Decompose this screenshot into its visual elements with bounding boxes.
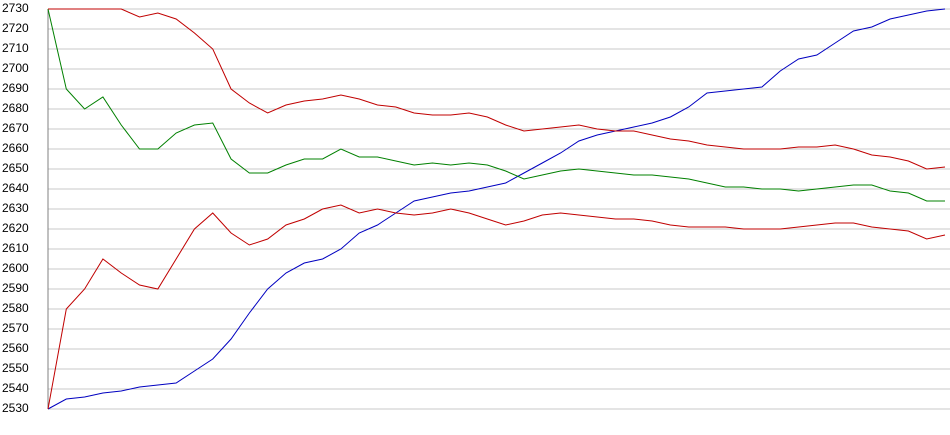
y-tick-label: 2540	[2, 381, 29, 395]
y-tick-label: 2550	[2, 361, 29, 375]
y-tick-label: 2730	[2, 1, 29, 15]
y-tick-label: 2640	[2, 181, 29, 195]
y-tick-label: 2710	[2, 41, 29, 55]
y-tick-label: 2690	[2, 81, 29, 95]
y-tick-label: 2650	[2, 161, 29, 175]
y-tick-label: 2720	[2, 21, 29, 35]
y-tick-label: 2630	[2, 201, 29, 215]
y-tick-label: 2570	[2, 321, 29, 335]
y-tick-label: 2680	[2, 101, 29, 115]
y-tick-label: 2670	[2, 121, 29, 135]
y-tick-label: 2580	[2, 301, 29, 315]
series-line	[48, 8, 946, 170]
y-tick-label: 2610	[2, 241, 29, 255]
y-tick-label: 2620	[2, 221, 29, 235]
series-line	[47, 204, 946, 410]
y-tick-label: 2530	[2, 401, 29, 415]
y-tick-label: 2590	[2, 281, 29, 295]
y-tick-label: 2700	[2, 61, 29, 75]
series-line	[47, 8, 946, 410]
series-line	[47, 8, 945, 202]
y-tick-label: 2560	[2, 341, 29, 355]
y-tick-label: 2660	[2, 141, 29, 155]
y-tick-label: 2600	[2, 261, 29, 275]
